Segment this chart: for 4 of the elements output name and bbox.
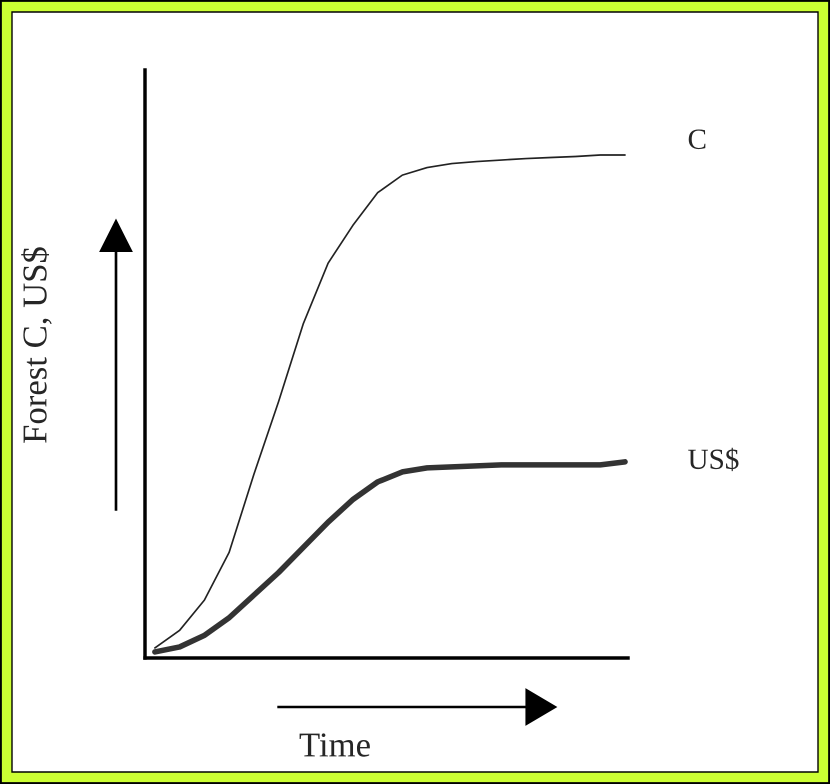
y-axis-title: Forest C, US$ bbox=[21, 247, 52, 443]
x-axis-title: Time bbox=[300, 733, 370, 757]
text: US$ bbox=[688, 448, 738, 472]
text: C bbox=[688, 129, 706, 150]
